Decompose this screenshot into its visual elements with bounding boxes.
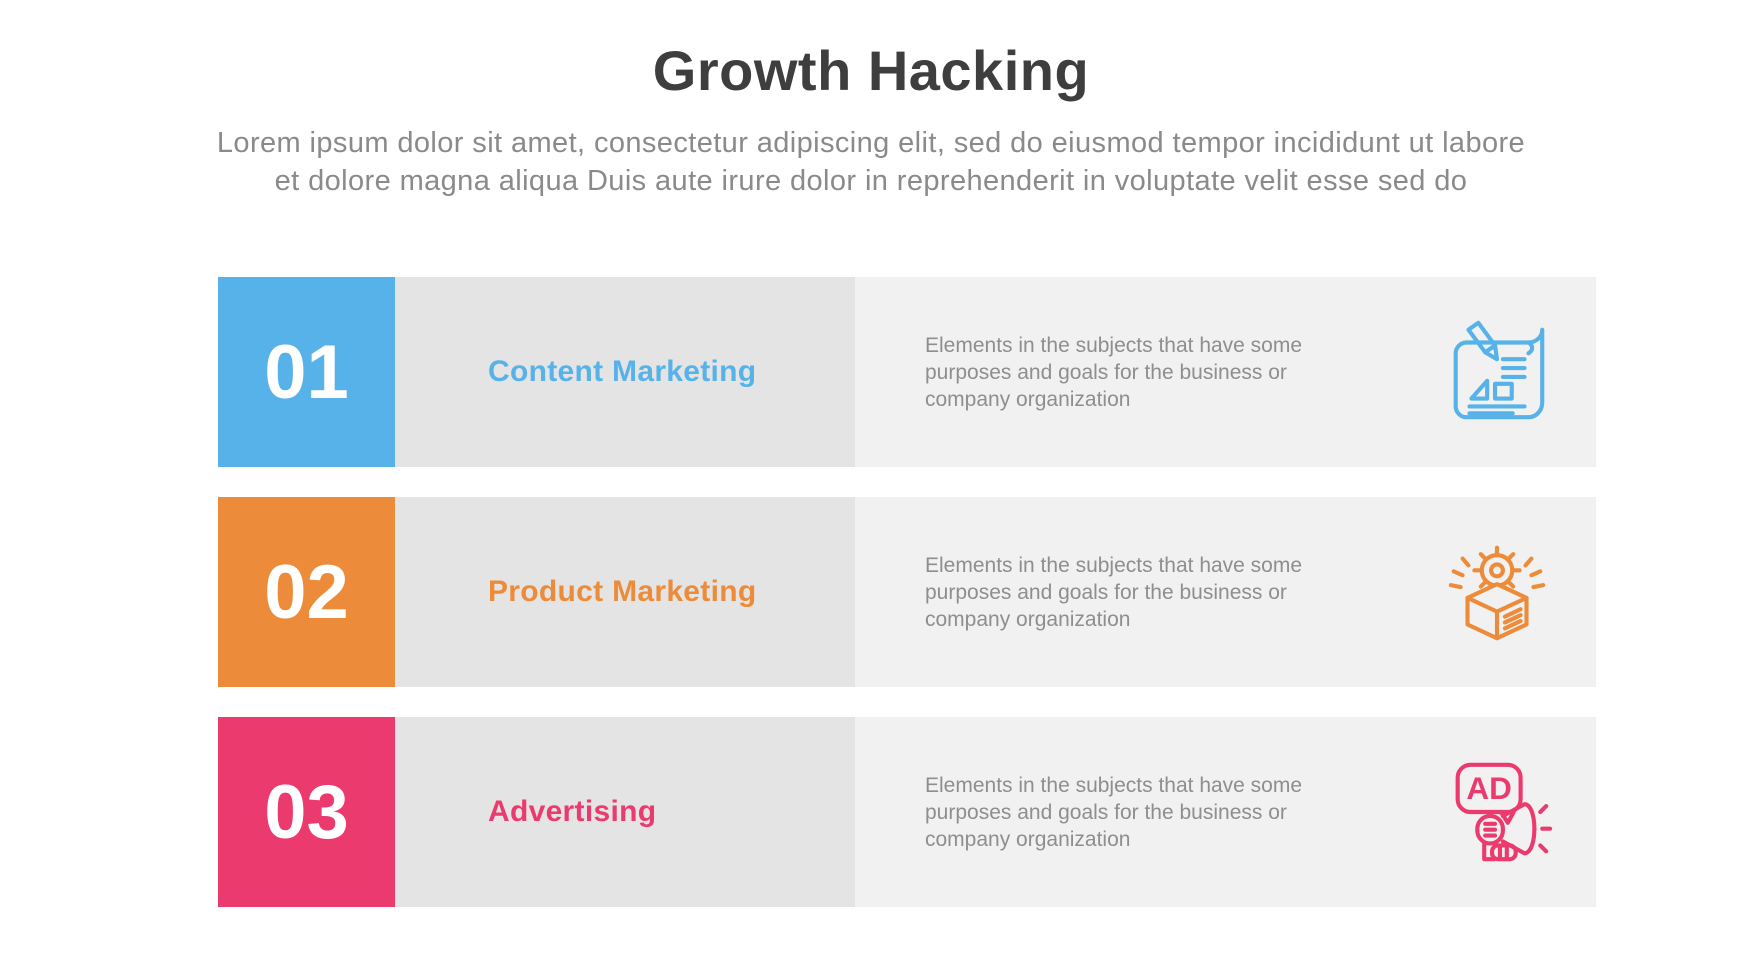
step-description: Elements in the subjects that have some … [925,333,1303,411]
step-number-badge: 02 [218,497,395,687]
step-title: Content Marketing [488,355,757,388]
page-subtitle: Lorem ipsum dolor sit amet, consectetur … [31,124,1711,200]
step-number: 02 [264,549,349,635]
step-title: Advertising [488,795,657,828]
step-description: Elements in the subjects that have some … [925,553,1303,631]
subtitle-line-1: Lorem ipsum dolor sit amet, consectetur … [216,127,1526,159]
step-row-advertising: 03 Advertising Elements in the subjects … [218,717,1596,907]
advertising-megaphone-icon: AD [1438,753,1556,871]
product-launch-icon [1438,533,1556,651]
step-description-cell: Elements in the subjects that have some … [855,717,1596,907]
step-title: Product Marketing [488,575,757,608]
step-description-cell: Elements in the subjects that have some … [855,497,1596,687]
step-row-content-marketing: 01 Content Marketing Elements in the sub… [218,277,1596,467]
step-description: Elements in the subjects that have some … [925,773,1303,851]
ad-bubble-label: AD [1466,771,1511,806]
step-number: 01 [264,329,349,415]
step-number: 03 [264,769,349,855]
step-description-cell: Elements in the subjects that have some … [855,277,1596,467]
page-title: Growth Hacking [652,39,1090,102]
subtitle-line-2: et dolore magna aliqua Duis aute irure d… [274,165,1468,197]
step-title-cell: Advertising [395,717,855,907]
step-number-badge: 01 [218,277,395,467]
step-title-cell: Product Marketing [395,497,855,687]
step-number-badge: 03 [218,717,395,907]
step-title-cell: Content Marketing [395,277,855,467]
content-writing-icon [1438,313,1556,431]
steps-list: 01 Content Marketing Elements in the sub… [218,277,1596,907]
step-row-product-marketing: 02 Product Marketing Elements in the sub… [218,497,1596,687]
